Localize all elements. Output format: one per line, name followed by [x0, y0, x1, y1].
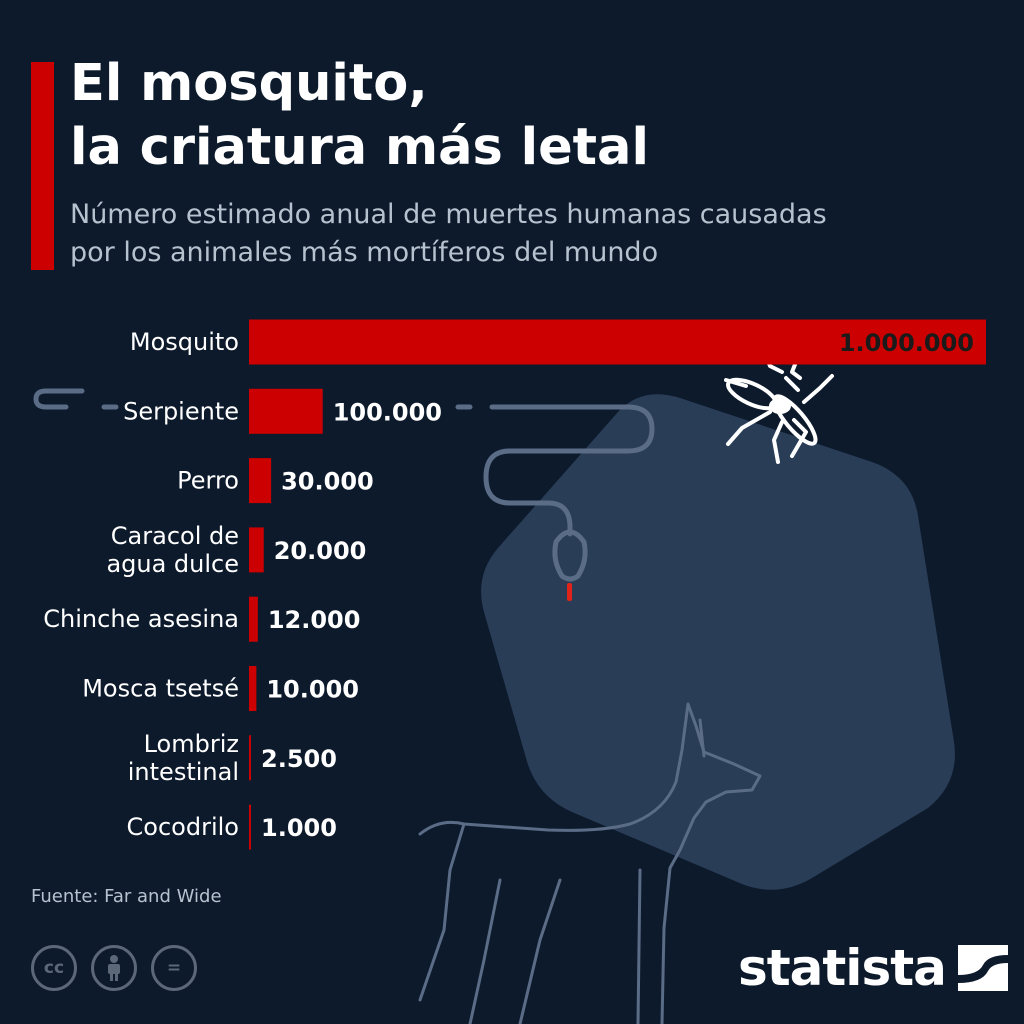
category-label: Cocodrilo — [127, 813, 239, 841]
category-label: Perro — [177, 467, 239, 495]
category-label: Mosca tsetsé — [82, 675, 239, 703]
bar — [249, 735, 251, 781]
bar — [249, 388, 323, 434]
backdrop-hexagon — [481, 394, 955, 890]
subtitle-line-1: Número estimado anual de muertes humanas… — [70, 199, 827, 230]
bar — [249, 319, 986, 365]
bar — [249, 804, 251, 850]
license-icons: cc = — [31, 945, 197, 991]
value-label: 30.000 — [281, 468, 374, 496]
statista-logo-icon — [957, 945, 1008, 991]
page-title: El mosquito, la criatura más letal — [70, 52, 1000, 180]
chart-category-labels: Mosquito Serpiente Perro Caracol de agua dul… — [43, 328, 239, 841]
value-label: 20.000 — [274, 537, 367, 565]
source-note: Fuente: Far and Wide — [31, 886, 222, 907]
title-accent-bar — [31, 62, 54, 270]
value-label: 2.500 — [261, 745, 337, 773]
title-line-2: la criatura más letal — [70, 118, 649, 177]
chart-value-labels: 1.000.000 100.000 30.000 20.000 12.000 10.000… — [261, 329, 974, 842]
snake-tongue — [567, 583, 572, 601]
chart-bars — [249, 319, 986, 850]
value-label: 1.000.000 — [839, 329, 974, 357]
bar — [249, 458, 272, 504]
snake-icon — [33, 388, 655, 582]
no-derivatives-icon[interactable]: = — [151, 945, 197, 991]
value-label: 100.000 — [333, 398, 442, 426]
title-line-1: El mosquito, — [70, 54, 428, 113]
value-label: 10.000 — [266, 676, 359, 704]
bar — [249, 596, 258, 642]
page-subtitle: Número estimado anual de muertes humanas… — [70, 196, 1010, 272]
subtitle-line-2: por los animales más mortíferos del mund… — [70, 237, 659, 268]
category-label: Chinche asesina — [43, 605, 239, 633]
category-label: Mosquito — [130, 328, 239, 356]
brand-name: statista — [738, 939, 947, 997]
bar — [249, 666, 257, 711]
value-label: 12.000 — [268, 606, 361, 634]
category-label: Serpiente — [123, 397, 239, 425]
bar-chart: Mosquito Serpiente Perro Caracol de agua dul… — [43, 319, 986, 850]
cc-icon[interactable]: cc — [31, 945, 77, 991]
category-label: Caracol de agua dulce — [106, 522, 239, 578]
value-label: 1.000 — [261, 814, 337, 842]
category-label: Lombriz intestinal — [128, 730, 239, 786]
bar — [249, 527, 264, 573]
dog-icon — [418, 702, 762, 1024]
brand[interactable]: statista — [738, 938, 1008, 998]
attribution-icon[interactable] — [91, 945, 137, 991]
